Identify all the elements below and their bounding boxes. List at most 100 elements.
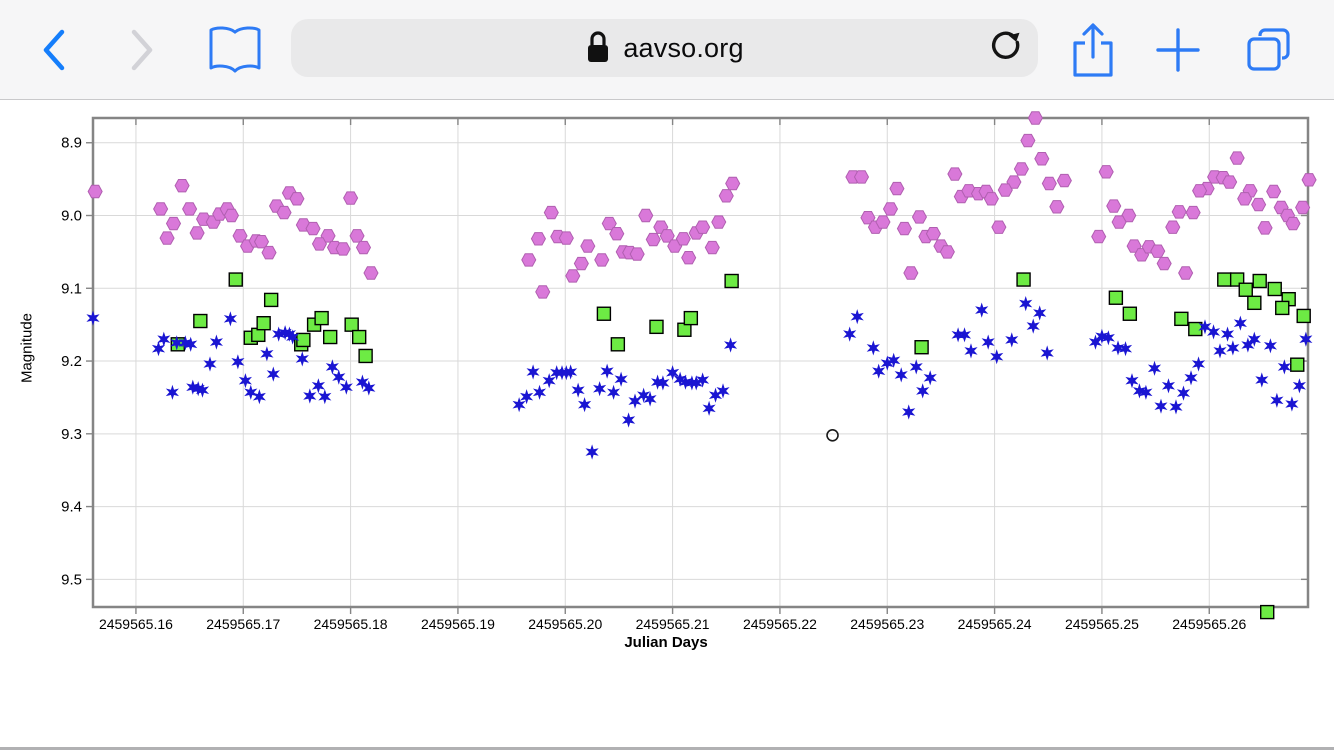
address-bar[interactable]: aavso.org xyxy=(291,19,1038,77)
data-point-star xyxy=(238,373,252,389)
data-point-star xyxy=(195,382,210,398)
new-tab-button[interactable] xyxy=(1154,0,1202,99)
data-point-star xyxy=(990,349,1004,365)
data-point-hexagon xyxy=(165,216,182,231)
data-point-hexagon xyxy=(363,266,379,280)
data-point-star xyxy=(157,331,171,347)
data-point-star xyxy=(295,351,309,367)
data-point-hexagon xyxy=(1020,133,1036,148)
data-point-star xyxy=(1088,334,1103,350)
data-point-hexagon xyxy=(1156,256,1172,271)
data-point-star xyxy=(1101,330,1115,346)
data-point-hexagon xyxy=(675,232,691,246)
data-point-star xyxy=(1220,326,1235,342)
data-point-hexagon xyxy=(983,192,999,206)
data-point-hexagon xyxy=(1237,192,1253,206)
data-point-star xyxy=(1139,384,1153,400)
data-point-hexagon xyxy=(991,220,1007,234)
y-tick-label: 9.3 xyxy=(61,426,82,443)
data-point-star xyxy=(628,393,642,409)
data-point-star xyxy=(260,346,274,362)
data-point-star xyxy=(86,310,100,326)
bookmarks-button[interactable] xyxy=(206,0,264,99)
data-point-star xyxy=(186,379,200,395)
data-point-star xyxy=(170,335,184,351)
data-point-star xyxy=(355,374,369,390)
data-point-square xyxy=(1016,272,1031,287)
data-point-star xyxy=(887,352,901,368)
data-point-star xyxy=(1277,359,1291,375)
data-point-star xyxy=(1207,324,1221,340)
url-text: aavso.org xyxy=(623,32,744,63)
data-point-square xyxy=(1252,273,1267,289)
data-point-star xyxy=(178,335,192,351)
data-point-star xyxy=(550,365,564,381)
data-point-star xyxy=(244,384,258,400)
data-point-hexagon xyxy=(153,202,169,216)
x-tick-label: 2459565.24 xyxy=(958,616,1032,632)
data-point-star xyxy=(716,383,730,399)
data-point-star xyxy=(1154,398,1168,414)
x-tick-label: 2459565.23 xyxy=(850,616,924,632)
data-point-hexagon xyxy=(1171,205,1187,219)
data-point-star xyxy=(1026,318,1040,334)
data-point-square xyxy=(1122,306,1138,321)
chevron-right-icon xyxy=(131,29,153,70)
data-point-hexagon xyxy=(573,256,589,271)
data-point-hexagon xyxy=(594,253,610,267)
data-point-hexagon xyxy=(1091,229,1107,244)
data-point-star xyxy=(311,378,325,394)
data-point-square xyxy=(1108,290,1124,305)
data-point-star xyxy=(1184,370,1198,386)
data-point-star xyxy=(184,336,198,352)
share-button[interactable] xyxy=(1066,0,1120,99)
data-point-hexagon xyxy=(882,202,899,216)
back-button[interactable] xyxy=(34,0,74,99)
data-point-star xyxy=(951,327,965,343)
data-point-star xyxy=(909,359,923,375)
y-tick-label: 9.4 xyxy=(61,499,82,516)
data-point-star xyxy=(689,375,703,391)
data-point-hexagon xyxy=(711,215,727,229)
data-point-hexagon xyxy=(1285,216,1301,231)
reload-button[interactable] xyxy=(988,28,1024,69)
data-point-star xyxy=(643,391,657,407)
data-point-star xyxy=(318,389,332,405)
chevron-left-icon xyxy=(43,29,65,70)
data-point-star xyxy=(526,364,540,380)
data-point-hexagon xyxy=(1049,200,1065,214)
data-point-square xyxy=(1247,295,1262,311)
data-point-star xyxy=(1147,360,1162,376)
x-tick-label: 2459565.18 xyxy=(314,616,388,632)
browser-toolbar: aavso.org xyxy=(0,0,1334,100)
data-point-hexagon xyxy=(925,227,941,241)
data-point-square xyxy=(1260,604,1275,620)
plus-icon xyxy=(1156,27,1200,72)
data-point-square xyxy=(228,272,243,287)
data-point-hexagon xyxy=(1192,184,1208,198)
data-point-square xyxy=(1290,357,1305,372)
data-point-star xyxy=(1247,331,1261,347)
data-point-hexagon xyxy=(1027,111,1043,125)
forward-button[interactable] xyxy=(122,0,162,99)
data-point-star xyxy=(266,366,280,382)
data-point-star xyxy=(585,444,599,460)
data-point-star xyxy=(571,382,585,398)
data-point-hexagon xyxy=(853,170,870,184)
x-tick-label: 2459565.17 xyxy=(206,616,280,632)
data-point-star xyxy=(1169,399,1183,415)
data-point-hexagon xyxy=(1301,173,1317,187)
data-point-star xyxy=(1125,373,1139,389)
data-point-hexagon xyxy=(355,240,372,255)
tabs-button[interactable] xyxy=(1242,0,1296,99)
data-point-square xyxy=(1238,282,1253,297)
data-point-star xyxy=(607,384,621,400)
data-point-hexagon xyxy=(558,231,574,245)
data-point-hexagon xyxy=(253,235,270,249)
data-point-hexagon xyxy=(349,229,365,243)
data-point-star xyxy=(1191,356,1206,372)
data-point-star xyxy=(916,383,930,399)
data-point-star xyxy=(1111,340,1125,356)
